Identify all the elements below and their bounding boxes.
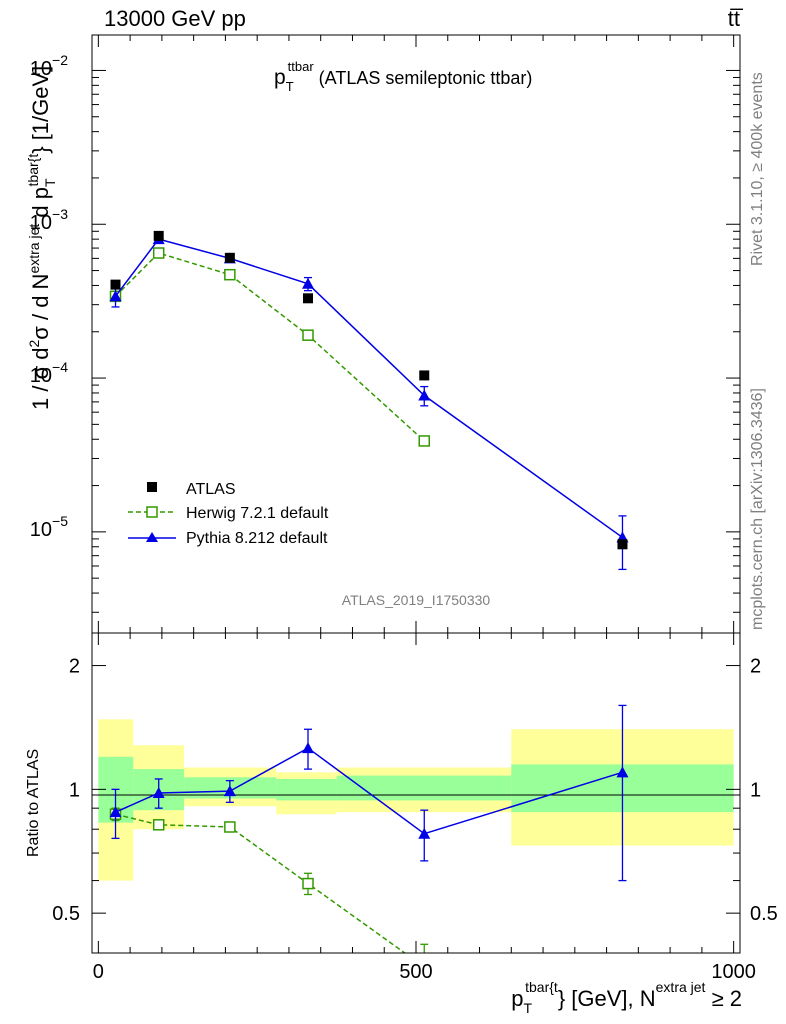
pythia-ratio-point (109, 806, 122, 818)
herwig-series-main (109, 247, 431, 447)
pythia-main-point (302, 277, 314, 289)
x-tick-label: 0 (93, 961, 104, 983)
ratio-tick-label-right: 1 (750, 779, 761, 801)
pythia-ratio-point (152, 786, 165, 798)
ratio-y-axis-label: Ratio to ATLAS (25, 749, 42, 857)
ratio-tick-labels: 0.5 0.5 1 1 2 2 (52, 656, 778, 926)
pythia-ratio-point (616, 766, 629, 778)
ratio-plot-frame (91, 632, 741, 954)
atlas-data-point (419, 370, 430, 381)
process-label: tt̅ (728, 6, 744, 31)
y-tick-label-1e-5: 10−5 (30, 513, 68, 541)
main-y-axis-label: 1 / σ d2σ / d Nextra jet d pTtbar{t} [1/… (25, 66, 58, 410)
analysis-id-label: ATLAS_2019_I1750330 (342, 592, 491, 608)
x-tick-label: 1000 (711, 961, 756, 983)
herwig-main-point (224, 268, 236, 281)
herwig-main-point (152, 247, 165, 259)
pythia-ratio-point (302, 742, 314, 754)
herwig-main-point (302, 329, 314, 341)
legend-herwig-marker (146, 506, 158, 518)
legend-atlas-label: ATLAS (186, 481, 236, 498)
axis-ticks (92, 35, 740, 954)
herwig-ratio-line (115, 813, 407, 953)
herwig-main-point (418, 435, 431, 447)
ratio-tick-label-left: 0.5 (52, 903, 80, 925)
y-tick-label-1e-2: 10−2 (30, 52, 68, 80)
legend-atlas-marker (147, 482, 157, 492)
energy-label: 13000 GeV pp (104, 6, 246, 31)
pythia-series-ratio (109, 704, 629, 882)
ratio-band-inner-4 (336, 775, 512, 801)
mcplots-label: mcplots.cern.ch [arXiv:1306.3436] (749, 388, 766, 630)
herwig-main-line (114, 252, 425, 442)
pythia-ratio-line (115, 747, 623, 835)
x-axis-label: pTtbar{t} [GeV], Nextra jet ≥ 2 (511, 979, 742, 1016)
ratio-band-inner-3 (276, 778, 337, 801)
x-tick-label: 500 (399, 961, 432, 983)
pythia-ratio-point (418, 827, 431, 839)
atlas-data-point (224, 252, 235, 263)
ratio-tick-label-right: 2 (750, 656, 761, 678)
pythia-main-point (109, 290, 122, 302)
atlas-data-point (153, 230, 164, 241)
atlas-data-point (617, 539, 628, 550)
legend-pythia-marker (146, 532, 158, 542)
atlas-series-main (110, 230, 628, 550)
herwig-ratio-point (302, 877, 314, 890)
herwig-ratio-point (152, 819, 165, 831)
plot-title: pTttbar (ATLAS semileptonic ttbar) (274, 59, 532, 94)
legend: ATLAS Herwig 7.2.1 default Pythia 8.212 … (128, 481, 329, 547)
herwig-series-ratio (109, 807, 429, 953)
legend-pythia-label: Pythia 8.212 default (186, 530, 328, 547)
atlas-data-point (303, 293, 313, 304)
x-tick-labels: 0 500 1000 (93, 961, 756, 983)
ratio-tick-label-left: 1 (69, 779, 80, 801)
atlas-data-point (110, 279, 121, 290)
ratio-tick-label-right: 0.5 (750, 903, 778, 925)
pythia-main-line (114, 238, 623, 539)
rivet-label: Rivet 3.1.10, ≥ 400k events (749, 72, 766, 266)
herwig-ratio-point (224, 821, 236, 833)
pythia-main-point (418, 389, 431, 401)
ratio-tick-label-left: 2 (69, 656, 80, 678)
pythia-ratio-point (223, 785, 236, 797)
legend-herwig-label: Herwig 7.2.1 default (186, 505, 329, 522)
